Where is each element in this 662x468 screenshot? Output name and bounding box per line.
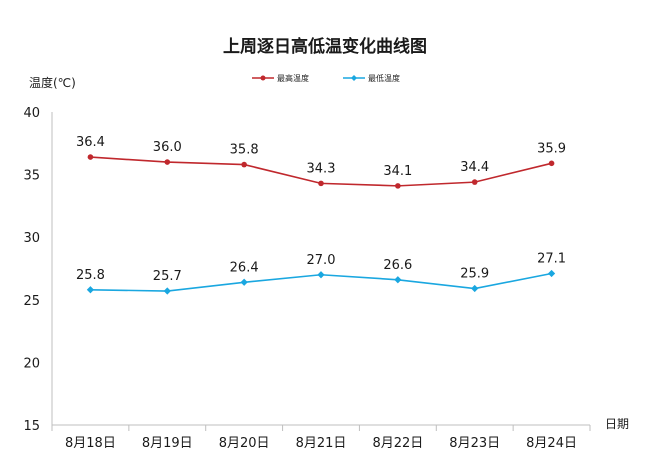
y-axis-ticks: 15 20 25 30 35 40	[23, 106, 40, 434]
data-point	[241, 161, 247, 168]
legend-item-low: 最低温度	[343, 73, 400, 83]
data-point	[547, 269, 556, 278]
data-label: 34.4	[460, 160, 489, 175]
data-point	[318, 180, 324, 187]
data-point	[471, 284, 479, 293]
x-tick-label: 8月21日	[296, 436, 347, 451]
y-axis-title: 温度(℃)	[29, 75, 76, 90]
legend-marker-low	[351, 75, 357, 81]
data-label: 25.8	[76, 268, 105, 283]
data-label: 27.0	[307, 253, 336, 268]
data-point	[317, 271, 325, 279]
data-label: 25.9	[460, 267, 489, 282]
y-tick-label: 25	[23, 294, 40, 309]
legend: 最高温度 最低温度	[252, 73, 400, 83]
data-point	[394, 276, 402, 284]
data-label: 26.4	[230, 260, 259, 275]
series-high: 36.4 36.0 35.8 34.3 34.1 34.4 35.9	[76, 135, 566, 189]
y-tick-label: 15	[23, 419, 40, 434]
axes	[51, 112, 590, 426]
legend-label-high: 最高温度	[277, 73, 309, 83]
data-point	[86, 286, 95, 294]
data-label: 35.9	[537, 141, 566, 156]
x-tick-label: 8月18日	[65, 436, 116, 451]
x-tick-label: 8月20日	[219, 436, 270, 451]
x-axis-title: 日期	[605, 417, 629, 431]
data-point	[163, 287, 171, 295]
x-axis-ticks: 8月18日 8月19日 8月20日 8月21日 8月22日 8月23日 8月24日	[51, 425, 591, 451]
legend-label-low: 最低温度	[368, 73, 400, 83]
data-point	[164, 159, 171, 165]
data-label: 25.7	[153, 269, 182, 284]
x-tick-label: 8月22日	[372, 436, 423, 451]
chart-title: 上周逐日高低温变化曲线图	[223, 36, 427, 57]
x-tick-label: 8月23日	[449, 436, 500, 451]
data-point	[548, 160, 555, 167]
data-point	[471, 179, 478, 185]
legend-item-high: 最高温度	[252, 73, 309, 83]
data-label: 27.1	[537, 252, 566, 267]
y-tick-label: 35	[23, 169, 40, 184]
y-tick-label: 20	[23, 356, 40, 371]
data-label: 36.0	[153, 140, 182, 155]
data-label: 26.6	[383, 258, 412, 273]
x-tick-label: 8月24日	[526, 436, 577, 451]
data-label: 34.1	[383, 164, 412, 179]
legend-marker-high	[260, 75, 266, 81]
y-tick-label: 40	[23, 106, 40, 121]
data-label: 35.8	[230, 143, 259, 158]
series-low: 25.8 25.7 26.4 27.0 26.6 25.9 27.1	[76, 252, 566, 295]
data-point	[87, 154, 94, 160]
series-layer: 36.4 36.0 35.8 34.3 34.1 34.4 35.9 25.8 25.7 26.4…	[76, 135, 566, 295]
data-point	[395, 183, 401, 189]
data-label: 34.3	[307, 161, 336, 176]
y-tick-label: 30	[23, 231, 40, 246]
data-point	[240, 278, 248, 286]
data-label: 36.4	[76, 135, 105, 150]
x-tick-label: 8月19日	[142, 436, 193, 451]
